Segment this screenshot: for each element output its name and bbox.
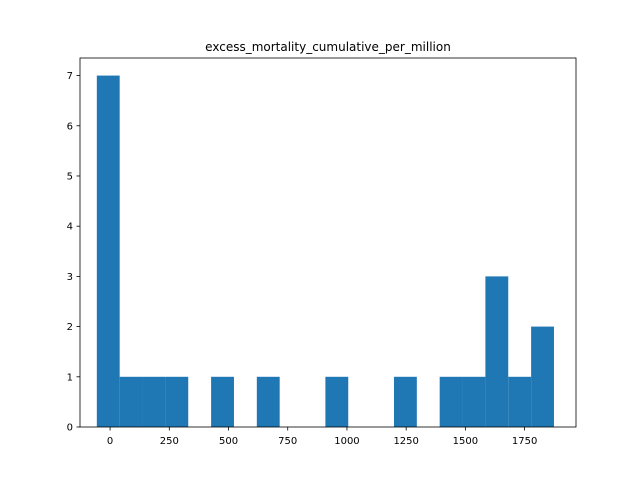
y-axis: 0 1 2 3 4 5 6 7 — [67, 71, 80, 434]
x-axis: 0 250 500 750 1000 1250 1500 1750 — [107, 427, 537, 447]
histogram-bar — [211, 376, 234, 427]
y-tick-label: 7 — [67, 71, 73, 82]
x-tick-label: 1000 — [334, 436, 359, 447]
x-tick-label: 1500 — [453, 436, 478, 447]
x-tick-label: 500 — [219, 436, 238, 447]
x-tick-label: 1750 — [512, 436, 537, 447]
histogram-bar — [96, 75, 120, 428]
bars-group — [96, 75, 554, 428]
y-tick-label: 4 — [67, 222, 73, 233]
histogram-bar — [393, 376, 417, 427]
y-tick-label: 1 — [67, 372, 73, 383]
plot-frame — [79, 57, 577, 428]
histogram-bar — [462, 376, 486, 427]
x-tick-label: 0 — [107, 436, 113, 447]
y-tick-label: 5 — [67, 171, 73, 182]
histogram-bar — [165, 376, 189, 427]
histogram-bar — [256, 376, 280, 427]
y-tick-label: 6 — [67, 121, 73, 132]
histogram-bar — [439, 376, 463, 427]
y-tick-label: 0 — [67, 423, 73, 434]
histogram-bar — [508, 376, 532, 427]
histogram-bar — [142, 376, 166, 427]
y-tick-label: 2 — [67, 322, 73, 333]
histogram-bar — [531, 326, 554, 427]
x-tick-label: 250 — [160, 436, 179, 447]
histogram-bar — [485, 276, 509, 427]
y-tick-label: 3 — [67, 272, 73, 283]
histogram-bar — [325, 376, 349, 427]
histogram-bar — [119, 376, 143, 427]
x-tick-label: 750 — [278, 436, 297, 447]
chart-title: excess_mortality_cumulative_per_million — [205, 40, 451, 54]
x-tick-label: 1250 — [393, 436, 418, 447]
